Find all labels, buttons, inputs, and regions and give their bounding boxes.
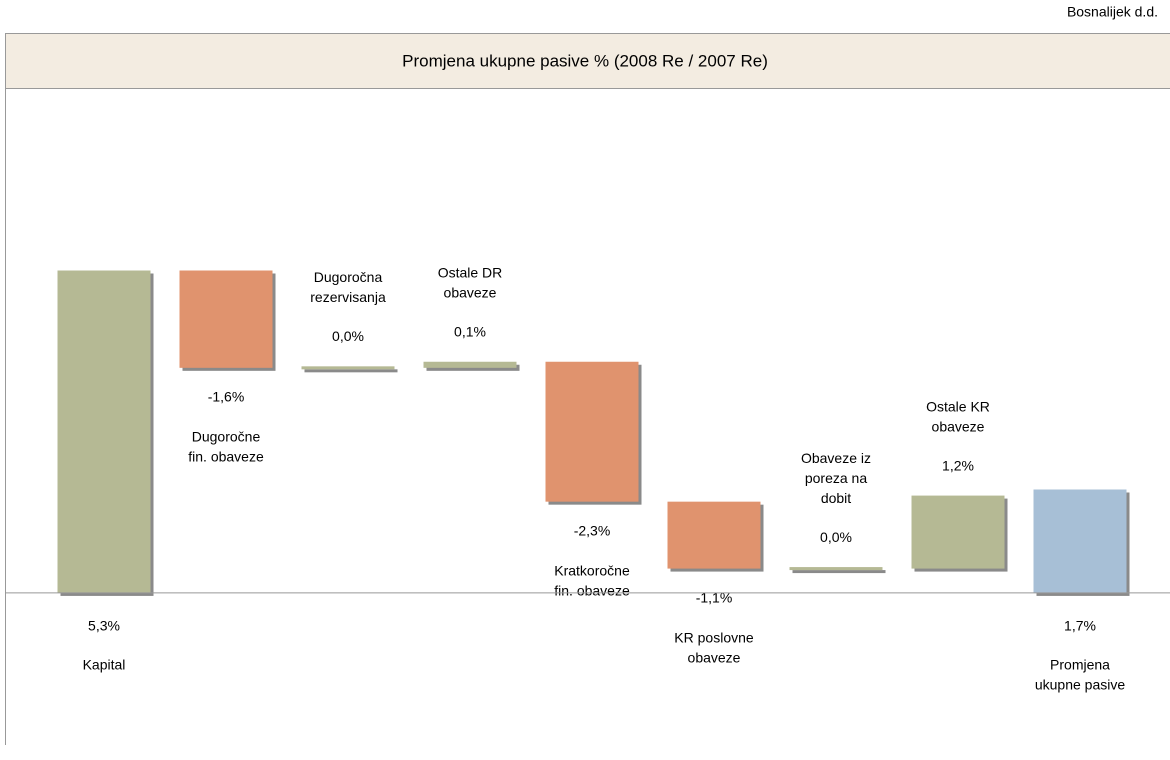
category-label: rezervisanja bbox=[310, 289, 386, 305]
value-label: -1,6% bbox=[208, 389, 245, 405]
value-label: 0,0% bbox=[820, 529, 852, 545]
bar bbox=[180, 271, 273, 368]
category-label: Promjena bbox=[1050, 657, 1110, 673]
value-label: -2,3% bbox=[574, 522, 611, 538]
category-label: Dugoročne bbox=[192, 429, 261, 445]
bar bbox=[1034, 490, 1127, 593]
category-label: Kapital bbox=[83, 657, 126, 673]
category-label: Ostale DR bbox=[438, 264, 503, 280]
bar bbox=[302, 366, 395, 369]
bar bbox=[912, 496, 1005, 569]
value-label: -1,1% bbox=[696, 589, 733, 605]
category-label: Ostale KR bbox=[926, 398, 990, 414]
company-name: Bosnalijek d.d. bbox=[1067, 4, 1158, 20]
bar-shadow bbox=[793, 570, 886, 573]
category-label: obaveze bbox=[688, 649, 741, 665]
category-label: ukupne pasive bbox=[1035, 677, 1126, 693]
category-label: fin. obaveze bbox=[554, 582, 630, 598]
category-label: Dugoročna bbox=[314, 269, 383, 285]
value-label: 5,3% bbox=[88, 618, 120, 634]
value-label: 0,0% bbox=[332, 328, 364, 344]
bar bbox=[424, 362, 517, 368]
category-label: KR poslovne bbox=[674, 629, 754, 645]
category-label: fin. obaveze bbox=[188, 449, 264, 465]
value-label: 1,7% bbox=[1064, 618, 1096, 634]
value-label: 0,1% bbox=[454, 323, 486, 339]
category-label: Kratkoročne bbox=[554, 562, 630, 578]
category-label: obaveze bbox=[444, 284, 497, 300]
bar bbox=[790, 567, 883, 570]
category-label: dobit bbox=[821, 490, 851, 506]
category-label: obaveze bbox=[932, 418, 985, 434]
bar bbox=[58, 271, 151, 593]
bar-shadow bbox=[305, 369, 398, 372]
bar bbox=[546, 362, 639, 502]
category-label: Obaveze iz bbox=[801, 450, 871, 466]
chart-title: Promjena ukupne pasive % (2008 Re / 2007… bbox=[402, 51, 768, 70]
value-label: 1,2% bbox=[942, 457, 974, 473]
category-label: poreza na bbox=[805, 470, 867, 486]
bar bbox=[668, 502, 761, 569]
